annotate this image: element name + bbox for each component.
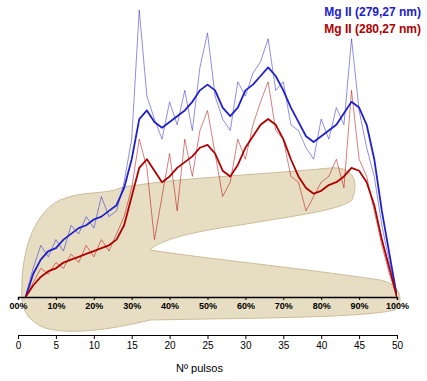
tick-mark <box>132 335 133 339</box>
tick-mark <box>283 297 284 300</box>
tick: 10% <box>47 297 65 311</box>
tick-mark <box>56 297 57 300</box>
tick-mark <box>245 335 246 339</box>
x-axis: 0 5 10 15 20 25 30 35 40 45 50 <box>16 335 404 351</box>
tick: 50% <box>199 297 217 311</box>
tick-mark <box>170 297 171 300</box>
percent-axis: 00% 10% 20% 30% 40% 50% 60% 70% 80% 90% 100% <box>9 297 409 311</box>
tick-mark <box>18 335 19 339</box>
tick-label: 15 <box>127 340 139 351</box>
tick-mark <box>18 297 19 300</box>
tick-label: 60% <box>237 301 255 311</box>
tick: 30 <box>240 335 252 351</box>
legend-entry: Mg II (280,27 nm) <box>324 22 421 36</box>
tick-mark <box>170 335 171 339</box>
series-line <box>26 119 397 297</box>
tick-label: 80% <box>313 301 331 311</box>
tick-label: 10 <box>89 340 101 351</box>
raw-line <box>26 10 397 297</box>
tick: 90% <box>351 297 369 311</box>
tick-mark <box>359 335 360 339</box>
tick-mark <box>321 297 322 300</box>
tick: 50 <box>392 335 404 351</box>
tick: 0 <box>16 335 22 351</box>
tick-label: 45 <box>354 340 366 351</box>
tick-label: 50 <box>392 340 404 351</box>
tick-mark <box>132 297 133 300</box>
tick: 100% <box>386 297 409 311</box>
tick-mark <box>56 335 57 339</box>
tick: 20% <box>85 297 103 311</box>
tick: 35 <box>278 335 290 351</box>
tick-label: 20% <box>85 301 103 311</box>
tick: 40 <box>316 335 328 351</box>
tick-label: 0 <box>16 340 22 351</box>
tick: 80% <box>313 297 331 311</box>
tick: 25 <box>202 335 214 351</box>
tick: 15 <box>127 335 139 351</box>
tick-mark <box>94 335 95 339</box>
tick-label: 5 <box>54 340 60 351</box>
tick-label: 40% <box>161 301 179 311</box>
tick-label: 35 <box>278 340 290 351</box>
tick-label: 70% <box>275 301 293 311</box>
tick-label: 30 <box>240 340 252 351</box>
tick-mark <box>208 297 209 300</box>
tick-mark <box>208 335 209 339</box>
tick-label: 40 <box>316 340 328 351</box>
legend: Mg II (279,27 nm) Mg II (280,27 nm) <box>324 5 421 36</box>
tick-mark <box>359 297 360 300</box>
tick: 30% <box>123 297 141 311</box>
tick-mark <box>283 335 284 339</box>
tick: 20 <box>165 335 177 351</box>
tick-label: 30% <box>123 301 141 311</box>
tick: 60% <box>237 297 255 311</box>
series-line <box>26 67 397 297</box>
tick-label: 20 <box>165 340 177 351</box>
legend-entry: Mg II (279,27 nm) <box>324 5 421 19</box>
tick: 00% <box>9 297 27 311</box>
tick-mark <box>397 335 398 339</box>
plot-area <box>26 10 397 297</box>
tick-mark <box>245 297 246 300</box>
tick: 10 <box>89 335 101 351</box>
axis-line <box>19 336 398 340</box>
tick-label: 10% <box>47 301 65 311</box>
axis-line <box>19 298 398 301</box>
axis-title: Nº pulsos <box>176 362 223 374</box>
tick-label: 100% <box>386 301 409 311</box>
tick: 5 <box>54 335 60 351</box>
background-shape <box>22 168 400 331</box>
raw-line <box>26 82 397 297</box>
tick-label: 25 <box>202 340 214 351</box>
tick-mark <box>397 297 398 300</box>
tick: 40% <box>161 297 179 311</box>
tick-mark <box>94 297 95 300</box>
tick: 70% <box>275 297 293 311</box>
tick-label: 90% <box>351 301 369 311</box>
tick-label: 50% <box>199 301 217 311</box>
chart: 00% 10% 20% 30% 40% 50% 60% 70% 80% 90% 100% 0 5 10 15… <box>0 0 427 381</box>
tick-mark <box>321 335 322 339</box>
tick: 45 <box>354 335 366 351</box>
tick-label: 00% <box>9 301 27 311</box>
